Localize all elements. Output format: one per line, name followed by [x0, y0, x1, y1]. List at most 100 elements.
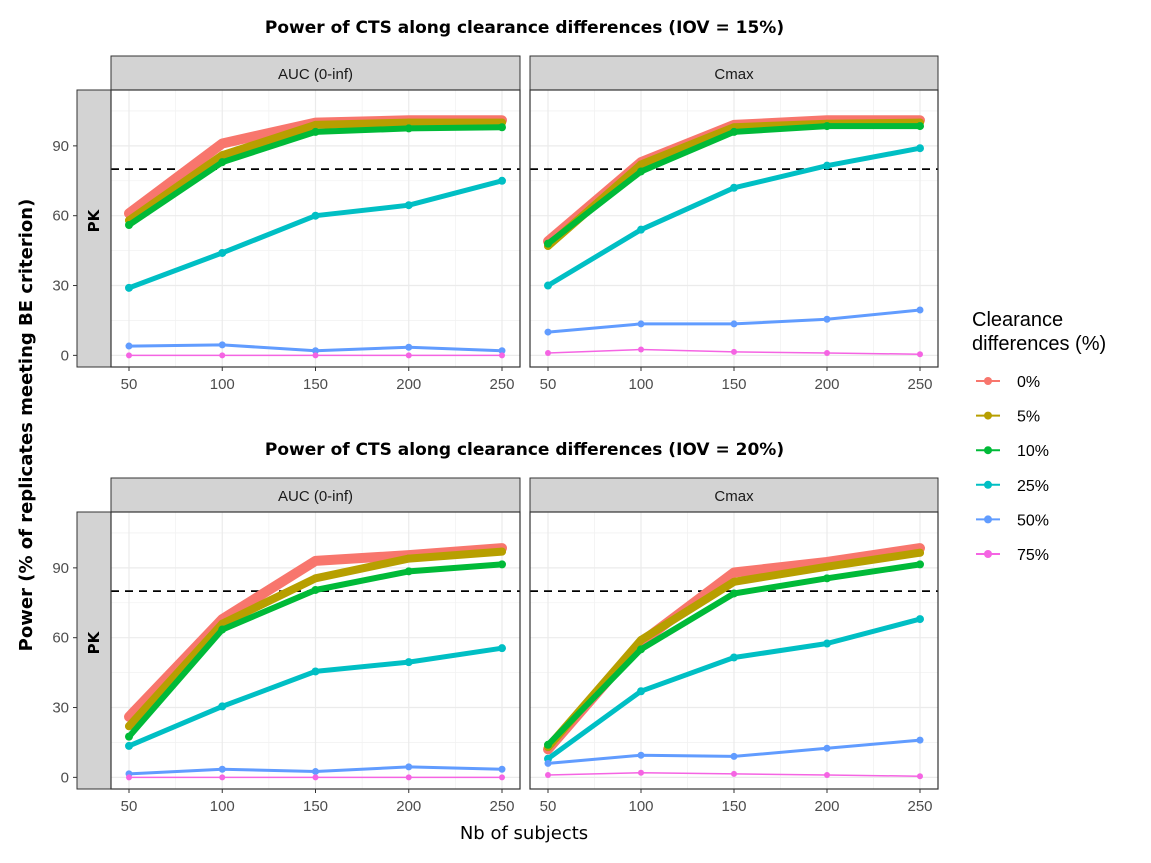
data-point [498, 176, 506, 185]
legend-item: 50% [976, 512, 1049, 529]
data-point [219, 352, 226, 359]
data-point [544, 759, 552, 767]
x-tick-label: 50 [121, 798, 138, 815]
row-strip-label: PK [85, 630, 103, 654]
x-axis-title: Nb of subjects [460, 823, 588, 844]
data-point [916, 306, 924, 314]
figure-title: Power of CTS along clearance differences… [265, 440, 784, 460]
x-tick-label: 150 [721, 798, 746, 815]
data-point [498, 644, 506, 653]
legend-label: 25% [1017, 478, 1049, 495]
y-tick-label: 90 [52, 560, 69, 577]
data-point [916, 548, 924, 557]
data-point [498, 347, 506, 355]
x-tick-label: 150 [303, 376, 328, 393]
x-tick-label: 250 [907, 376, 932, 393]
legend-item: 10% [976, 443, 1049, 460]
data-point [404, 201, 413, 210]
x-tick-label: 50 [121, 376, 138, 393]
x-tick-label: 250 [489, 376, 514, 393]
legend-key-point [984, 411, 992, 420]
data-point [637, 225, 645, 234]
row-strip [76, 511, 112, 790]
row-strip [76, 89, 112, 368]
data-point [218, 151, 227, 160]
data-point [544, 239, 552, 248]
data-point [311, 120, 320, 129]
x-tick-label: 50 [540, 376, 557, 393]
y-tick-label: 30 [52, 278, 69, 295]
data-point [545, 772, 551, 779]
y-tick-label: 0 [61, 347, 69, 364]
y-tick-label: 60 [52, 208, 69, 225]
data-point [730, 127, 738, 136]
data-point [544, 740, 552, 749]
data-point [638, 346, 644, 353]
facet-strip-label: AUC (0-inf) [278, 488, 353, 505]
panel-1-1: AUC (0-inf) 50 100 150 200 250 [110, 55, 521, 393]
data-point [730, 752, 738, 760]
panel-2-1: AUC (0-inf) 50 100 150 200 250 [110, 477, 521, 815]
data-point [730, 183, 738, 192]
data-point [731, 348, 737, 355]
data-point [545, 350, 551, 357]
panel-1-2: Cmax 50 100 150 200 250 [529, 55, 939, 393]
data-point [125, 741, 133, 750]
data-point [637, 636, 645, 645]
data-point [404, 554, 413, 563]
data-point [824, 772, 830, 779]
data-point [218, 341, 226, 349]
row-strip-label: PK [85, 208, 103, 232]
x-tick-label: 150 [303, 798, 328, 815]
legend-item: 75% [976, 547, 1049, 564]
data-point [218, 702, 227, 711]
x-tick-label: 100 [210, 376, 235, 393]
data-point [311, 585, 320, 594]
x-tick-label: 150 [721, 376, 746, 393]
x-tick-label: 50 [540, 798, 557, 815]
data-point [916, 736, 924, 744]
data-point [405, 763, 413, 771]
data-point [218, 158, 227, 167]
data-point [823, 574, 831, 583]
data-point [125, 283, 133, 292]
facet-strip-label: AUC (0-inf) [278, 66, 353, 83]
data-point [125, 722, 133, 731]
data-point [126, 774, 132, 781]
data-point [916, 144, 924, 153]
data-point [405, 343, 413, 351]
facet-strip-label: Cmax [714, 488, 754, 505]
x-tick-label: 100 [628, 376, 653, 393]
data-point [312, 347, 319, 355]
legend-label: 5% [1017, 409, 1040, 426]
legend-key-point [984, 377, 992, 385]
data-point [311, 556, 320, 565]
y-tick-label: 30 [52, 700, 69, 717]
data-point [404, 124, 413, 133]
data-point [311, 211, 320, 220]
legend-item: 0% [976, 374, 1040, 391]
legend-key-point [984, 550, 992, 558]
legend-title: Clearance [972, 309, 1063, 331]
data-point [498, 547, 506, 556]
data-point [637, 687, 645, 696]
x-tick-label: 200 [396, 376, 421, 393]
y-tick-label: 60 [52, 630, 69, 647]
legend-item: 5% [976, 409, 1040, 426]
data-point [218, 765, 226, 773]
data-point [498, 560, 506, 569]
data-point [311, 127, 320, 136]
data-point [916, 122, 924, 131]
legend-item: 25% [976, 478, 1049, 495]
data-point [125, 221, 133, 230]
x-tick-label: 200 [814, 376, 839, 393]
legend-label: 75% [1017, 547, 1049, 564]
data-point [126, 352, 132, 359]
data-point [218, 625, 227, 634]
facet-strip-label: Cmax [714, 66, 754, 83]
data-point [311, 574, 320, 583]
x-tick-label: 100 [210, 798, 235, 815]
data-point [312, 774, 319, 781]
data-point [637, 320, 645, 328]
